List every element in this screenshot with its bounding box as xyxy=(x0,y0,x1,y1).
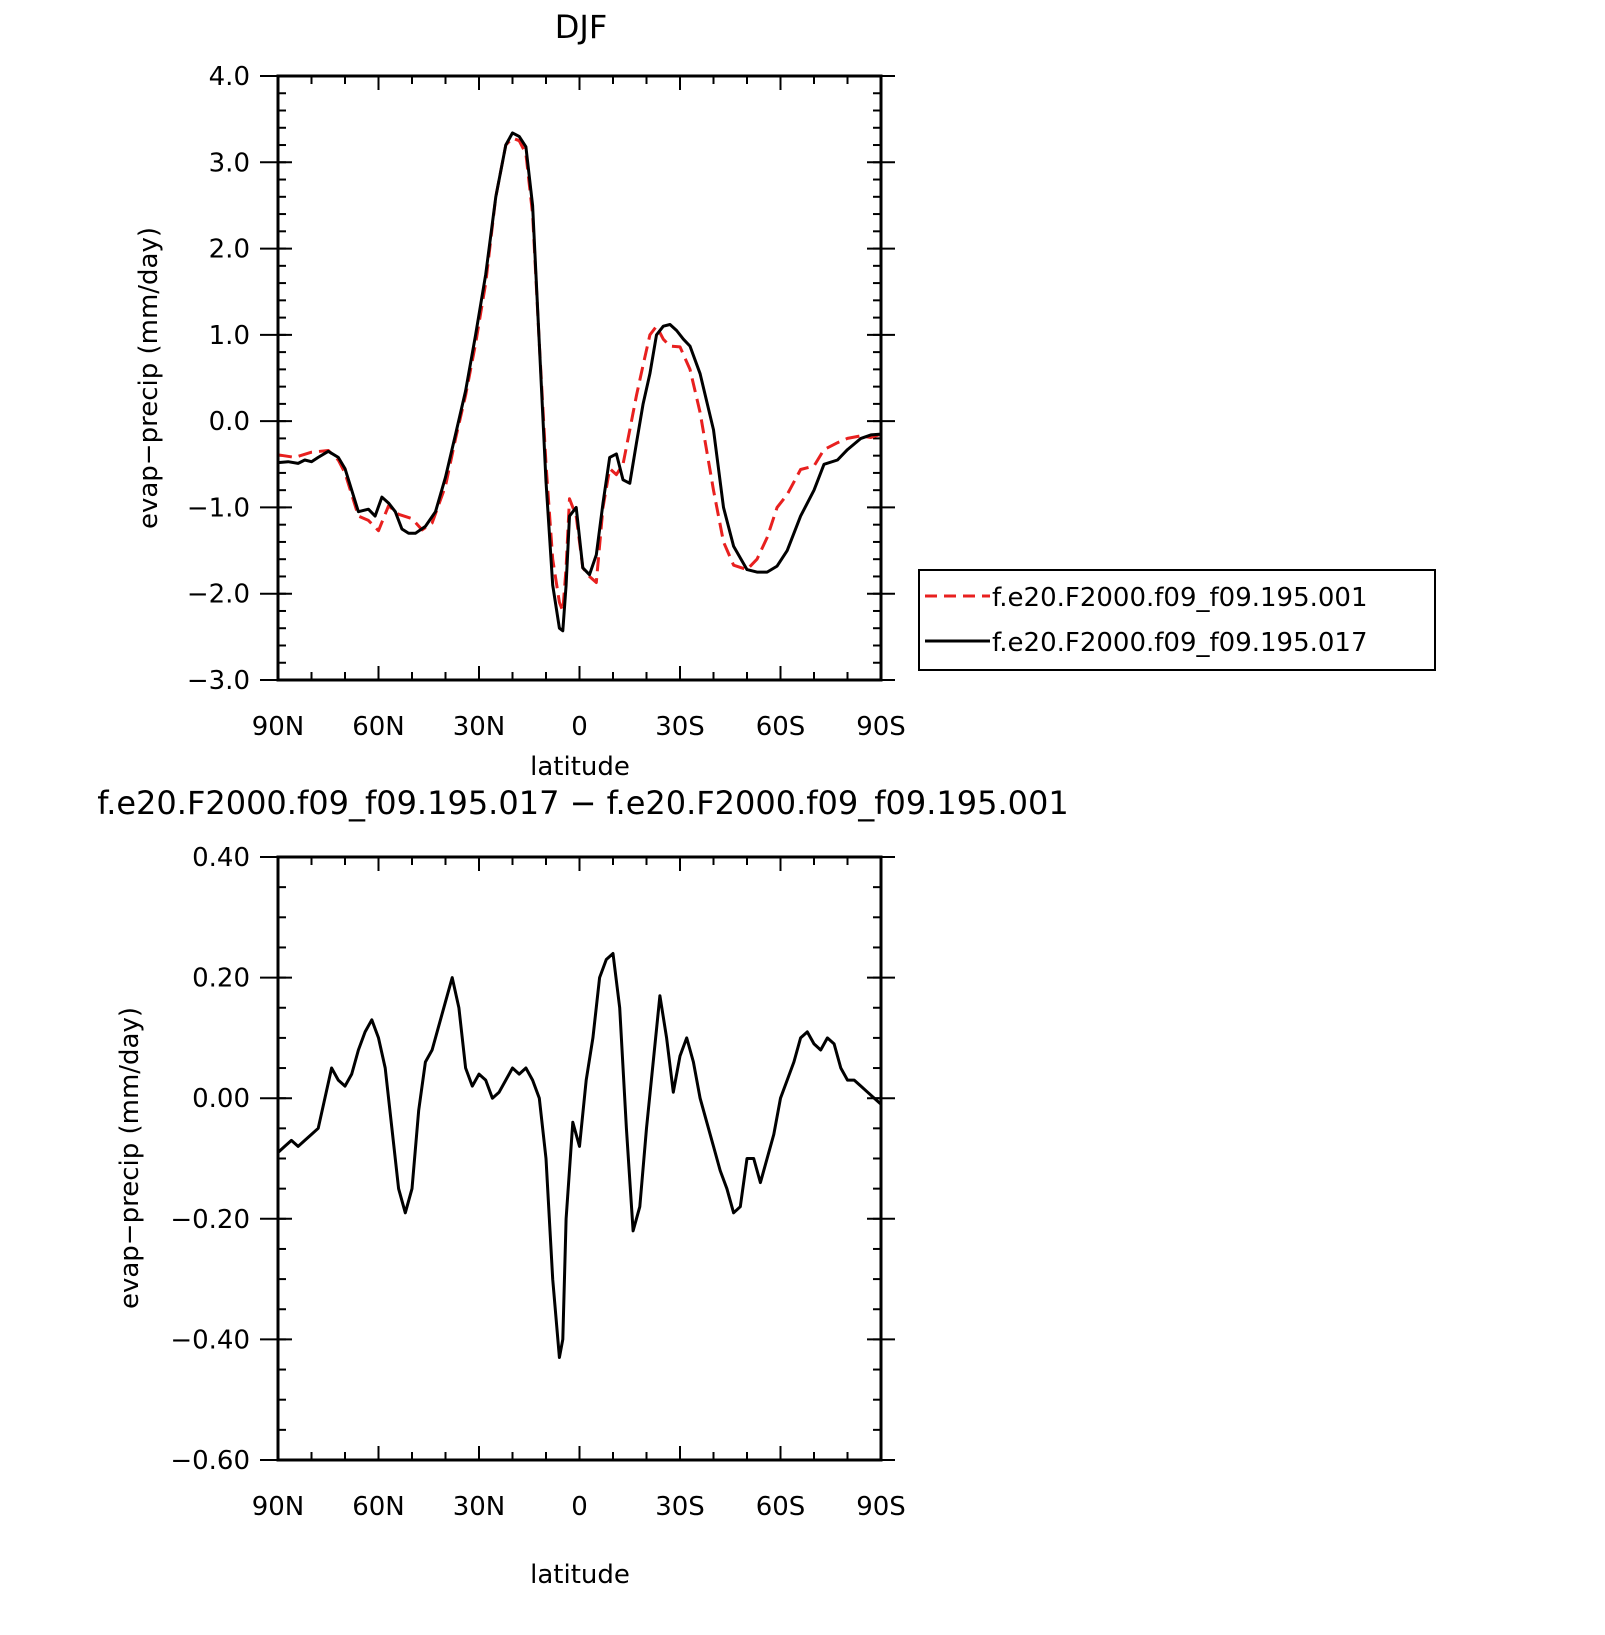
top-y-tick-label: 4.0 xyxy=(209,62,250,92)
bottom-y-tick-label: 0.40 xyxy=(192,843,250,873)
bottom-plot-frame xyxy=(276,855,883,1462)
top-x-tick-label: 30S xyxy=(655,712,705,742)
top-y-tick-label: 0.0 xyxy=(209,407,250,437)
bottom-x-tick-label: 30S xyxy=(655,1492,705,1522)
top-y-tick-label: −3.0 xyxy=(187,666,250,696)
top-y-axis-title: evap−precip (mm/day) xyxy=(134,227,164,529)
top-y-tick-label: 1.0 xyxy=(209,321,250,351)
legend: f.e20.F2000.f09_f09.195.001 f.e20.F2000.… xyxy=(918,569,1436,671)
bottom-x-tick-label: 0 xyxy=(571,1492,588,1522)
top-x-axis-title: latitude xyxy=(530,752,630,782)
top-series-line-1 xyxy=(277,131,882,633)
top-x-tick-label: 60N xyxy=(352,712,405,742)
bottom-x-tick-label: 60N xyxy=(352,1492,405,1522)
top-series-group xyxy=(277,131,882,633)
top-x-tick-label: 0 xyxy=(571,712,588,742)
legend-box xyxy=(918,569,1436,671)
legend-label-series-001: f.e20.F2000.f09_f09.195.001 xyxy=(992,583,1368,613)
top-x-tick-label: 90N xyxy=(252,712,305,742)
bottom-series-line-0 xyxy=(276,952,883,1359)
bottom-x-axis-title: latitude xyxy=(530,1560,630,1590)
bottom-x-tick-label: 60S xyxy=(756,1492,806,1522)
bottom-x-tick-label: 90S xyxy=(856,1492,906,1522)
top-y-tick-label: −2.0 xyxy=(187,580,250,610)
top-y-tick-label: −1.0 xyxy=(187,493,250,523)
bottom-axes: 90N 60N 30N 0 30S 60S 90S 0.40 0.20 0.00 −0.20 −0.4… xyxy=(170,843,905,1522)
top-axes: 90N 60N 30N 0 30S 60S 90S 4.0 3.0 2.0 1.0 0.0 −1.0 −2… xyxy=(187,62,906,742)
bottom-y-tick-label: 0.00 xyxy=(192,1084,250,1114)
bottom-y-tick-label: −0.20 xyxy=(170,1205,250,1235)
bottom-y-tick-label: 0.20 xyxy=(192,964,250,994)
bottom-y-axis-title: evap−precip (mm/day) xyxy=(115,1007,145,1309)
top-panel: DJF 90N 60N 30N 0 30S 60S 90S 4.0 3.0 2.0 1.0 0.0 −1… xyxy=(134,8,1436,782)
bottom-x-tick-label: 90N xyxy=(252,1492,305,1522)
bottom-plot-title: f.e20.F2000.f09_f09.195.017 − f.e20.F200… xyxy=(97,784,1069,822)
bottom-y-tick-label: −0.60 xyxy=(170,1446,250,1476)
legend-label-series-017: f.e20.F2000.f09_f09.195.017 xyxy=(992,628,1368,658)
top-y-tick-label: 3.0 xyxy=(209,148,250,178)
bottom-series-group xyxy=(276,952,883,1359)
top-plot-frame xyxy=(276,74,883,682)
top-plot-title: DJF xyxy=(555,8,607,46)
bottom-y-tick-label: −0.40 xyxy=(170,1325,250,1355)
top-x-tick-label: 90S xyxy=(856,712,906,742)
top-x-tick-label: 60S xyxy=(756,712,806,742)
bottom-x-tick-label: 30N xyxy=(453,1492,506,1522)
top-x-tick-label: 30N xyxy=(453,712,506,742)
bottom-panel: f.e20.F2000.f09_f09.195.017 − f.e20.F200… xyxy=(97,784,1069,1590)
top-y-tick-label: 2.0 xyxy=(209,235,250,265)
